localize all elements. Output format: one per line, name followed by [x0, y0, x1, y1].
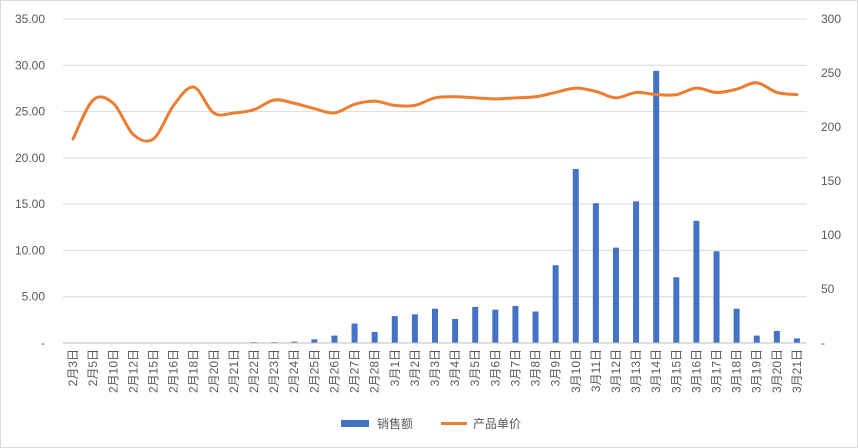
x-axis-tick-label: 2月10日: [106, 349, 120, 393]
x-axis-tick-label: 2月27日: [348, 349, 362, 393]
x-axis-tick-label: 3月4日: [448, 349, 462, 386]
x-axis-tick-label: 2月12日: [126, 349, 140, 393]
x-axis-tick-label: 2月22日: [247, 349, 261, 393]
bar-series: [251, 70, 800, 343]
x-axis: 2月3日 2月5日 2月10日 2月12日 2月15日 2月16日 2月18日 2月20日 2月…: [63, 342, 807, 393]
x-axis-tick-label: 2月20日: [207, 349, 221, 393]
x-axis-tick-label: 2月21日: [227, 349, 241, 393]
bar: [773, 330, 780, 343]
left-axis-tick-label: 10.00: [15, 243, 45, 257]
bar: [331, 335, 338, 343]
bar: [512, 305, 519, 343]
x-axis-tick-label: 2月3日: [66, 349, 80, 386]
bar: [492, 309, 499, 343]
bar: [793, 338, 800, 343]
line-series: [71, 81, 799, 143]
x-axis-tick-label: 2月28日: [368, 349, 382, 393]
bar: [532, 311, 539, 343]
gridlines: [63, 18, 807, 344]
bar: [572, 168, 579, 343]
x-axis-tick-label: 3月3日: [428, 349, 442, 386]
x-axis-tick-label: 3月7日: [508, 349, 522, 386]
price-line: [71, 81, 799, 143]
x-axis-tick-label: 3月19日: [750, 349, 764, 393]
right-y-axis: - 50 100 150 200 250 300: [821, 12, 841, 350]
bar: [371, 331, 378, 343]
bar: [552, 265, 559, 343]
x-axis-tick-label: 2月16日: [167, 349, 181, 393]
right-axis-tick-label: 250: [821, 66, 841, 80]
left-axis-tick-label: 20.00: [15, 151, 45, 165]
x-axis-tick-label: 2月18日: [187, 349, 201, 393]
legend: 销售额 产品单价: [341, 416, 521, 431]
legend-swatch-sales: [341, 420, 369, 427]
legend-label-sales: 销售额: [377, 416, 413, 431]
x-axis-tick-label: 3月11日: [589, 349, 603, 392]
right-axis-tick-label: 50: [821, 282, 835, 296]
x-axis-tick-label: 3月9日: [549, 349, 563, 386]
x-axis-tick-label: 3月1日: [388, 349, 402, 386]
left-axis-tick-label: 30.00: [15, 58, 45, 72]
x-axis-tick-label: 3月13日: [629, 349, 643, 393]
x-axis-tick-label: 3月12日: [609, 349, 623, 393]
left-axis-tick-label: 25.00: [15, 105, 45, 119]
right-axis-tick-label: 200: [821, 120, 841, 134]
right-axis-tick-label: 300: [821, 12, 841, 26]
right-axis-tick-label: 100: [821, 228, 841, 242]
x-axis-tick-label: 3月20日: [770, 349, 784, 393]
bar: [432, 308, 438, 343]
legend-label-price: 产品单价: [473, 417, 521, 431]
left-axis-tick-label: 35.00: [15, 12, 45, 26]
x-axis-tick-label: 3月15日: [669, 349, 683, 393]
bar: [291, 341, 298, 343]
bar: [713, 251, 720, 343]
x-axis-tick-label: 2月26日: [327, 349, 341, 393]
x-axis-tick-label: 2月24日: [287, 349, 301, 393]
right-axis-tick-label: 150: [821, 174, 841, 188]
x-axis-tick-label: 2月25日: [307, 349, 321, 393]
bar: [311, 339, 318, 343]
bar: [693, 220, 700, 343]
bar: [391, 316, 398, 343]
x-axis-tick-label: 3月5日: [468, 349, 482, 386]
x-axis-tick-label: 2月23日: [267, 349, 281, 393]
bar: [633, 201, 640, 343]
x-axis-tick-label: 2月5日: [86, 349, 100, 386]
bar: [592, 203, 599, 343]
left-axis-tick-label: 5.00: [22, 290, 46, 304]
bar: [411, 314, 418, 343]
bar: [612, 247, 619, 343]
bar: [733, 308, 740, 343]
bar: [673, 277, 680, 343]
left-axis-tick-label: -: [41, 336, 45, 350]
bar: [753, 335, 760, 343]
x-axis-tick-label: 3月17日: [710, 349, 724, 393]
right-axis-tick-label: -: [821, 336, 825, 350]
x-axis-tick-label: 3月16日: [689, 349, 703, 393]
x-axis-tick-label: 3月21日: [790, 349, 804, 393]
left-axis-tick-label: 15.00: [15, 197, 45, 211]
bar: [472, 306, 479, 343]
x-axis-tick-label: 3月10日: [569, 349, 583, 393]
x-axis-tick-label: 3月8日: [529, 349, 543, 386]
bar: [351, 323, 358, 343]
x-axis-tick-label: 3月18日: [730, 349, 744, 393]
x-axis-tick-label: 3月2日: [408, 349, 422, 386]
left-y-axis: - 5.00 10.00 15.00 20.00 25.00 30.00 35.00: [15, 12, 45, 350]
x-axis-tick-label: 2月15日: [146, 349, 160, 393]
x-axis-tick-label: 3月6日: [488, 349, 502, 386]
bar: [653, 70, 660, 343]
bar: [452, 318, 459, 343]
x-axis-tick-label: 3月14日: [649, 349, 663, 393]
